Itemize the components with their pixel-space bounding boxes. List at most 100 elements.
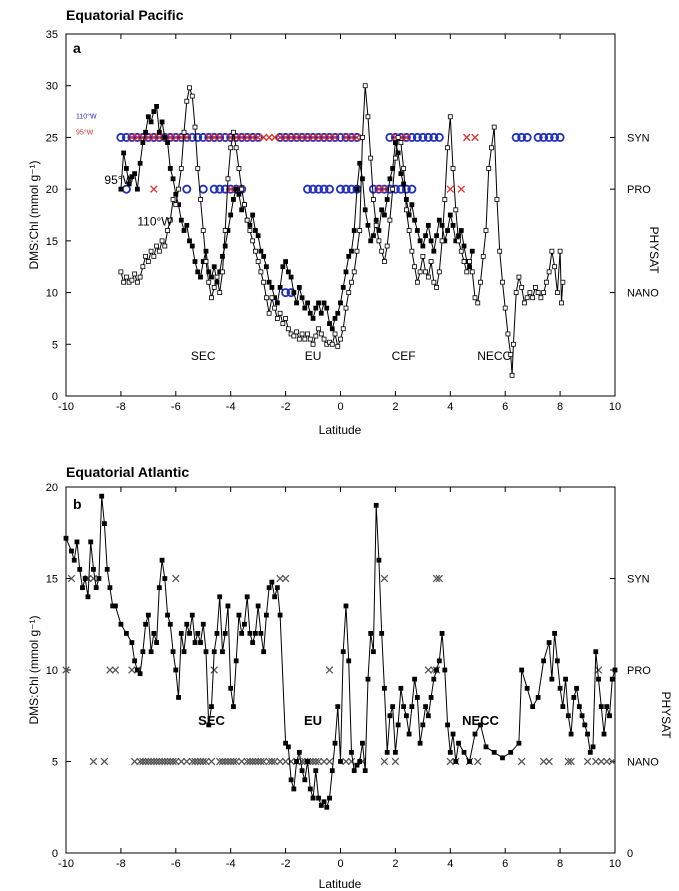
data-point [283, 316, 289, 321]
data-point [220, 269, 225, 275]
data-point [247, 228, 253, 233]
physat-x-stroke [353, 133, 361, 142]
physat-x-marker [111, 666, 120, 674]
data-point [159, 557, 165, 563]
x-tick-label: -8 [116, 401, 126, 413]
physat-x-stroke [196, 757, 205, 766]
physat-x-marker [141, 757, 150, 766]
physat-x-marker [463, 133, 471, 142]
data-point [266, 310, 272, 316]
physat-x-marker [155, 757, 164, 766]
physat-circle-marker [314, 132, 324, 142]
physat-x-stroke [136, 757, 144, 766]
data-point [253, 248, 258, 254]
data-point [209, 274, 214, 280]
data-point [445, 722, 450, 728]
physat-x-stroke [254, 133, 262, 142]
data-point [384, 197, 390, 202]
data-point [346, 253, 352, 259]
physat-circle-marker [374, 184, 384, 194]
data-point [349, 248, 354, 254]
data-point [277, 612, 283, 618]
data-point [121, 150, 127, 156]
physat-x-marker [281, 757, 290, 766]
data-point [299, 331, 305, 337]
data-point [239, 207, 245, 213]
data-point [211, 264, 217, 270]
data-point [439, 631, 445, 636]
physat-x-marker [166, 133, 175, 142]
data-point [236, 612, 242, 618]
data-point [343, 603, 349, 609]
y-tick-label: 20 [46, 482, 58, 494]
physat-x-stroke [152, 757, 161, 766]
data-point [417, 269, 423, 275]
data-point [576, 704, 582, 709]
data-point [354, 186, 360, 192]
data-point [200, 228, 206, 233]
physat-x-marker [391, 757, 400, 766]
data-point [458, 248, 464, 254]
data-point [266, 279, 272, 285]
data-point [398, 171, 404, 177]
physat-x-marker [251, 757, 260, 766]
data-point [258, 269, 264, 275]
physat-x-marker [583, 757, 592, 766]
data-point [143, 129, 149, 135]
data-point [390, 186, 396, 192]
data-point [170, 197, 176, 202]
y-tick-label: 15 [46, 574, 58, 586]
physat-x-marker [347, 757, 356, 766]
data-point [445, 228, 450, 233]
physat-circle-marker [171, 132, 181, 142]
physat-x-stroke [172, 574, 180, 583]
physat-circle-marker [555, 132, 565, 142]
data-point [390, 704, 396, 709]
data-point [189, 612, 195, 618]
physat-x-stroke [312, 757, 320, 766]
data-point [327, 795, 332, 801]
data-point [403, 207, 409, 213]
data-point [255, 603, 261, 609]
data-point [137, 274, 143, 280]
physat-x-marker [276, 574, 284, 583]
data-point [274, 316, 280, 321]
physat-x-marker [254, 133, 262, 142]
region-label: NECC [477, 349, 511, 363]
data-point [263, 264, 269, 270]
physat-x-stroke [545, 757, 553, 766]
region-label: NECC [462, 713, 499, 728]
data-point [412, 217, 418, 223]
physat-x-marker [128, 666, 136, 674]
data-point [316, 300, 321, 306]
data-point [500, 755, 505, 761]
x-tick-label: -6 [171, 858, 181, 870]
physat-x-stroke [342, 757, 350, 766]
data-point [420, 722, 426, 728]
data-point [332, 740, 338, 746]
data-point [143, 253, 149, 259]
physat-x-marker [292, 133, 301, 142]
physat-x-stroke [309, 133, 317, 142]
physat-x-marker [603, 757, 611, 766]
x-tick-label: 4 [447, 401, 453, 413]
y2-tick-label: PRO [627, 665, 651, 677]
physat-x-stroke [424, 666, 433, 674]
series-label: 95°W [104, 173, 134, 187]
data-point [132, 271, 138, 277]
panel-label-a: a [73, 40, 81, 56]
physat-x-stroke [246, 757, 254, 766]
data-point [214, 631, 220, 636]
x-tick-label: -4 [226, 858, 236, 870]
data-point [458, 228, 464, 233]
physat-x-marker [224, 757, 232, 766]
physat-x-marker [320, 757, 328, 766]
physat-x-marker [172, 757, 180, 766]
data-point [590, 744, 596, 750]
data-point [557, 685, 563, 691]
data-point [316, 326, 321, 332]
physat-x-marker [62, 666, 70, 674]
data-point [593, 649, 599, 655]
panel-label-b: b [73, 496, 82, 512]
data-point [362, 768, 368, 774]
